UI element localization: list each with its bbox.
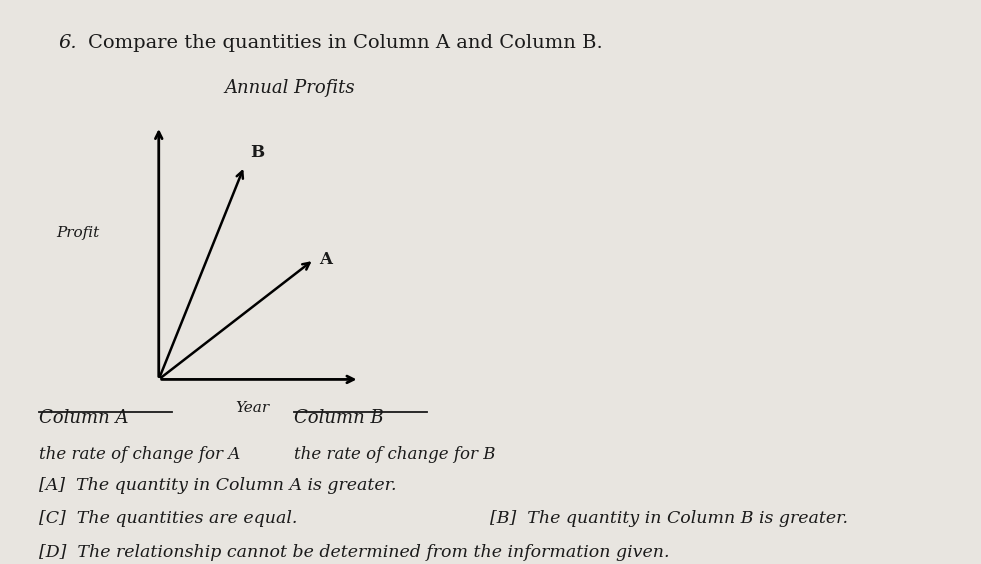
Text: Column B: Column B — [294, 409, 384, 427]
Point — [421, 408, 433, 415]
Text: A: A — [319, 251, 333, 268]
Text: B: B — [250, 144, 264, 161]
Text: Year: Year — [235, 401, 270, 415]
Text: Annual Profits: Annual Profits — [224, 79, 355, 97]
Point — [288, 408, 300, 415]
Text: 6.: 6. — [59, 34, 77, 52]
Point — [166, 408, 178, 415]
Text: the rate of change for B: the rate of change for B — [294, 446, 495, 462]
Text: [B]  The quantity in Column B is greater.: [B] The quantity in Column B is greater. — [490, 510, 849, 527]
Text: Compare the quantities in Column A and Column B.: Compare the quantities in Column A and C… — [88, 34, 603, 52]
Text: [D]  The relationship cannot be determined from the information given.: [D] The relationship cannot be determine… — [39, 544, 670, 561]
Text: [A]  The quantity in Column A is greater.: [A] The quantity in Column A is greater. — [39, 477, 396, 494]
Text: [C]  The quantities are equal.: [C] The quantities are equal. — [39, 510, 297, 527]
Text: the rate of change for A: the rate of change for A — [39, 446, 240, 462]
Point — [33, 408, 45, 415]
Text: Profit: Profit — [57, 226, 100, 240]
Text: Column A: Column A — [39, 409, 129, 427]
